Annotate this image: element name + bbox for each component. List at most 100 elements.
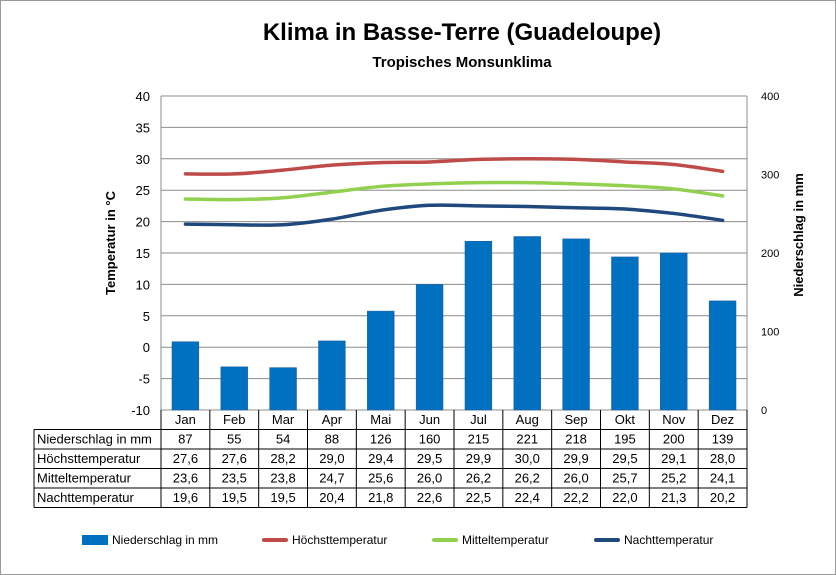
bar <box>660 252 688 411</box>
y-tick-label: 35 <box>136 120 150 135</box>
y2-axis-title: Niederschlag in mm <box>791 173 806 297</box>
table-cell: 27,6 <box>173 451 198 466</box>
y-axis-title: Temperatur in °C <box>103 190 118 295</box>
table-cell: 20,4 <box>319 490 344 505</box>
bar <box>562 238 590 411</box>
table-cell: 54 <box>276 432 290 447</box>
table-cell: 29,1 <box>661 451 686 466</box>
table-cell: 25,7 <box>612 471 637 486</box>
table-cell: 22,2 <box>563 490 588 505</box>
legend-bar-swatch <box>82 535 108 545</box>
y2-tick-label: 200 <box>761 248 779 260</box>
table-cell: 26,2 <box>515 471 540 486</box>
legend-label: Niederschlag in mm <box>112 533 219 547</box>
x-tick-label: Jan <box>175 412 196 427</box>
bar <box>464 240 493 411</box>
table-cell: 24,1 <box>710 471 735 486</box>
table-cell: 19,5 <box>270 490 295 505</box>
bar <box>513 236 541 411</box>
table-cell: 22,0 <box>612 490 637 505</box>
table-cell: 215 <box>468 432 490 447</box>
table-cell: 218 <box>565 432 587 447</box>
chart-plot: 40 35 30 25 20 15 10 5 0 -5 -10 400 300 200 100 0 Temper… <box>33 89 806 508</box>
y2-tick-label: 100 <box>761 327 779 339</box>
table-cell: 28,0 <box>710 451 735 466</box>
bar <box>318 340 346 411</box>
x-tick-label: Feb <box>223 412 245 427</box>
y-tick-label: 20 <box>136 215 150 230</box>
table-cell: 29,4 <box>368 451 393 466</box>
x-tick-label: Mar <box>272 412 295 427</box>
bar <box>415 284 444 411</box>
table-cell: 20,2 <box>710 490 735 505</box>
chart-legend: Niederschlag in mm Höchsttemperatur Mittel… <box>0 530 836 550</box>
table-cell: 195 <box>614 432 636 447</box>
table-cell: 19,6 <box>173 490 198 505</box>
legend-line-swatch <box>432 538 458 542</box>
table-cell: 26,0 <box>417 471 442 486</box>
legend-item: Höchsttemperatur <box>262 530 387 550</box>
series-line <box>183 203 725 227</box>
table-cell: 28,2 <box>270 451 295 466</box>
x-tick-label: Jul <box>470 412 487 427</box>
table-row-label: Niederschlag in mm <box>37 432 152 447</box>
x-tick-label: Dez <box>711 412 734 427</box>
y-tick-label: -5 <box>138 372 150 387</box>
table-cell: 22,4 <box>515 490 540 505</box>
x-tick-label: Nov <box>662 412 686 427</box>
legend-item: Niederschlag in mm <box>82 530 218 550</box>
x-tick-label: Sep <box>565 412 588 427</box>
table-cell: 19,5 <box>222 490 247 505</box>
legend-label: Nachttemperatur <box>624 533 714 547</box>
table-cell: 26,2 <box>466 471 491 486</box>
chart-title: Klima in Basse-Terre (Guadeloupe) <box>262 19 662 46</box>
legend-line-swatch <box>594 538 620 542</box>
legend-item: Mitteltemperatur <box>432 530 549 550</box>
table-cell: 21,8 <box>368 490 393 505</box>
table-cell: 126 <box>370 432 392 447</box>
table-cell: 25,2 <box>661 471 686 486</box>
table-cell: 23,5 <box>222 471 247 486</box>
table-cell: 29,9 <box>466 451 491 466</box>
y-tick-label: 0 <box>143 340 150 355</box>
table-cell: 29,0 <box>319 451 344 466</box>
table-cell: 55 <box>227 432 241 447</box>
table-cell: 29,5 <box>417 451 442 466</box>
table-cell: 29,9 <box>563 451 588 466</box>
bar <box>269 367 297 411</box>
table-cell: 23,6 <box>173 471 198 486</box>
series-line <box>183 157 725 176</box>
table-row-label: Höchsttemperatur <box>37 451 141 466</box>
table-cell: 27,6 <box>222 451 247 466</box>
table-cell: 87 <box>178 432 192 447</box>
x-tick-label: Aug <box>516 412 539 427</box>
y-tick-label: 10 <box>136 277 150 292</box>
table-cell: 21,3 <box>661 490 686 505</box>
table-cell: 23,8 <box>270 471 295 486</box>
table-cell: 139 <box>712 432 734 447</box>
bar <box>171 341 200 411</box>
table-cell: 22,5 <box>466 490 491 505</box>
y-tick-label: 15 <box>136 246 150 261</box>
table-cell: 160 <box>419 432 441 447</box>
y-tick-label: -10 <box>131 403 150 418</box>
legend-item: Nachttemperatur <box>594 530 713 550</box>
bar <box>220 366 248 411</box>
bar <box>708 300 737 411</box>
series-line <box>183 180 725 202</box>
table-row-label: Nachttemperatur <box>37 490 134 505</box>
y-tick-label: 25 <box>136 183 150 198</box>
table-cell: 30,0 <box>515 451 540 466</box>
y-tick-label: 5 <box>143 309 150 324</box>
table-cell: 22,6 <box>417 490 442 505</box>
x-tick-label: Okt <box>615 412 636 427</box>
legend-line-swatch <box>262 538 288 542</box>
y-tick-label: 30 <box>136 152 150 167</box>
table-cell: 24,7 <box>319 471 344 486</box>
chart-subtitle: Tropisches Monsunklima <box>372 54 552 71</box>
y-tick-label: 40 <box>136 89 150 104</box>
bar <box>367 310 395 411</box>
x-tick-label: Jun <box>419 412 440 427</box>
table-cell: 25,6 <box>368 471 393 486</box>
table-cell: 221 <box>516 432 538 447</box>
